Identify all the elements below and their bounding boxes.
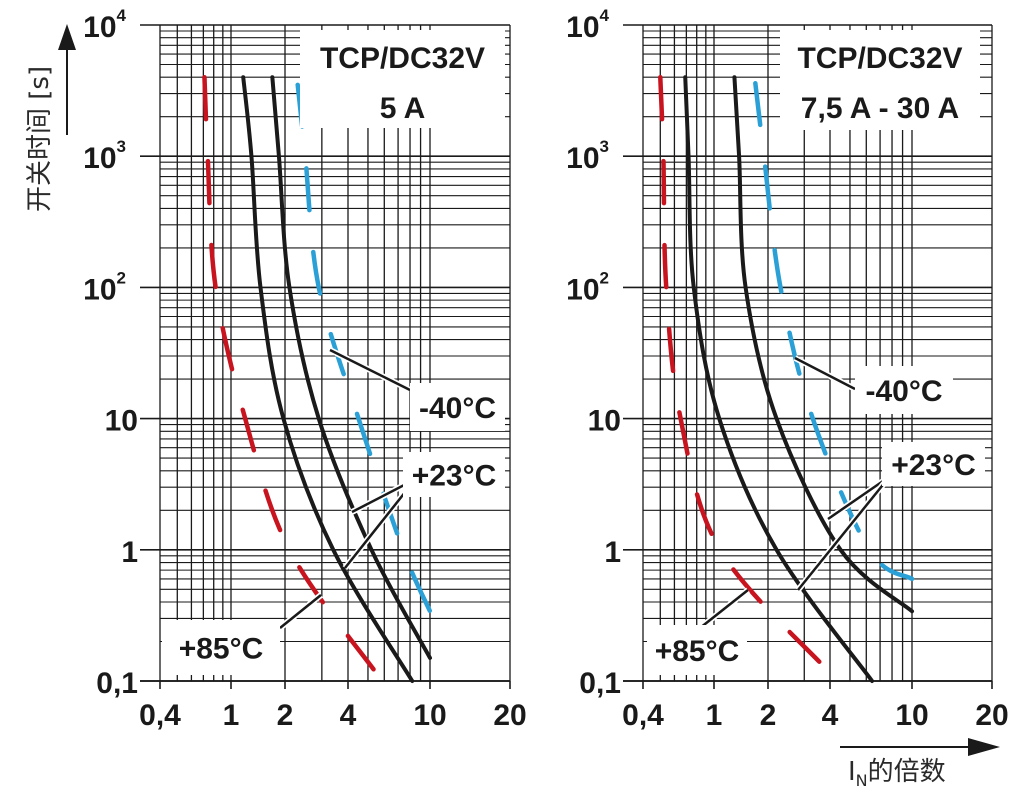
y-tick-label: 1	[604, 536, 621, 569]
leader-line	[699, 589, 749, 629]
annotation-label: +85°C	[179, 633, 264, 666]
chart-title-line: 5 A	[380, 92, 426, 125]
leader-line	[344, 485, 411, 569]
series-line: +23°C min	[683, 75, 875, 683]
y-tick-label: 104	[83, 6, 126, 44]
x-tick-label: 4	[340, 699, 357, 732]
series-line: +85°C	[658, 74, 830, 673]
y-tick-label-exp: 4	[117, 6, 127, 25]
y-tick-label-base: 10	[83, 142, 116, 175]
leader-line	[827, 477, 887, 521]
x-axis-title-suffix: 的倍数	[868, 757, 946, 787]
y-tick-label-base: 10	[566, 11, 599, 44]
annotation: +23°C	[795, 442, 985, 592]
x-tick-label: 1	[223, 699, 240, 732]
title-box	[300, 30, 505, 128]
series-line: +23°C max	[270, 75, 432, 660]
chart-title-line: TCP/DC32V	[797, 42, 962, 75]
annotation-label: +85°C	[655, 635, 740, 668]
series-line: -40°C	[753, 80, 915, 582]
annotation: +85°C	[647, 587, 750, 675]
y-tick-label-exp: 3	[600, 137, 609, 156]
leader-line	[329, 348, 411, 392]
y-tick-label: 10	[588, 405, 621, 438]
leader-line	[279, 594, 322, 629]
leader-line	[351, 480, 411, 514]
x-tick-label: 1	[706, 699, 723, 732]
annotation-box	[647, 625, 747, 675]
x-axis-title-main: I	[848, 757, 856, 787]
x-tick-label: 20	[975, 699, 1008, 732]
annotation-box	[410, 383, 505, 431]
x-tick-label: 2	[760, 699, 777, 732]
series-line: +85°C	[202, 74, 381, 678]
y-tick-label: 1	[121, 536, 138, 569]
x-axis-title-sub: N	[856, 771, 868, 790]
y-axis-title: 开关时间 [s]	[25, 66, 55, 212]
y-tick-label-base: 10	[83, 273, 116, 306]
y-tick-label: 0,1	[579, 667, 621, 700]
annotation-label: -40°C	[865, 375, 942, 408]
y-tick-label-base: 10	[566, 142, 599, 175]
chart-title-line: 7,5 A - 30 A	[801, 92, 959, 125]
y-tick-label-base: 10	[83, 11, 116, 44]
x-tick-label: 2	[277, 699, 294, 732]
x-tick-label: 0,4	[622, 699, 664, 732]
annotation-label: -40°C	[419, 392, 496, 425]
annotation-box	[882, 442, 985, 486]
x-tick-label: 10	[895, 699, 928, 732]
chart-title-line: TCP/DC32V	[320, 42, 485, 75]
annotation-box	[855, 366, 953, 414]
annotation-box	[403, 452, 505, 497]
x-tick-label: 0,4	[139, 699, 181, 732]
leader-line	[797, 480, 887, 591]
y-axis-arrow-icon	[58, 24, 76, 50]
y-tick-label: 104	[566, 6, 609, 44]
annotation: -40°C	[328, 347, 505, 431]
series-line: +23°C min	[241, 75, 415, 683]
y-tick-label-exp: 4	[600, 6, 610, 25]
x-tick-label: 20	[493, 699, 526, 732]
x-axis-title: IN的倍数	[848, 757, 946, 790]
y-tick-label: 103	[566, 137, 609, 175]
series-line: +23°C max	[732, 75, 914, 614]
x-tick-label: 4	[822, 699, 839, 732]
annotation-label: +23°C	[412, 460, 497, 493]
x-tick-label: 10	[413, 699, 446, 732]
annotation: +23°C	[342, 452, 505, 570]
annotation-box	[162, 620, 280, 675]
leader-line	[794, 356, 856, 391]
y-tick-label: 10	[105, 405, 138, 438]
y-tick-label-exp: 2	[117, 268, 126, 287]
annotation: +85°C	[162, 592, 323, 675]
y-tick-label-base: 10	[566, 273, 599, 306]
annotation: -40°C	[793, 355, 953, 414]
y-tick-label: 0,1	[96, 667, 138, 700]
y-tick-label-exp: 3	[117, 137, 126, 156]
y-tick-label: 102	[566, 268, 609, 306]
y-tick-label: 103	[83, 137, 126, 175]
annotation-label: +23°C	[891, 449, 976, 482]
x-axis-arrow-icon	[968, 738, 1000, 756]
y-tick-label: 102	[83, 268, 126, 306]
y-tick-label-exp: 2	[600, 268, 609, 287]
title-box	[780, 30, 980, 130]
